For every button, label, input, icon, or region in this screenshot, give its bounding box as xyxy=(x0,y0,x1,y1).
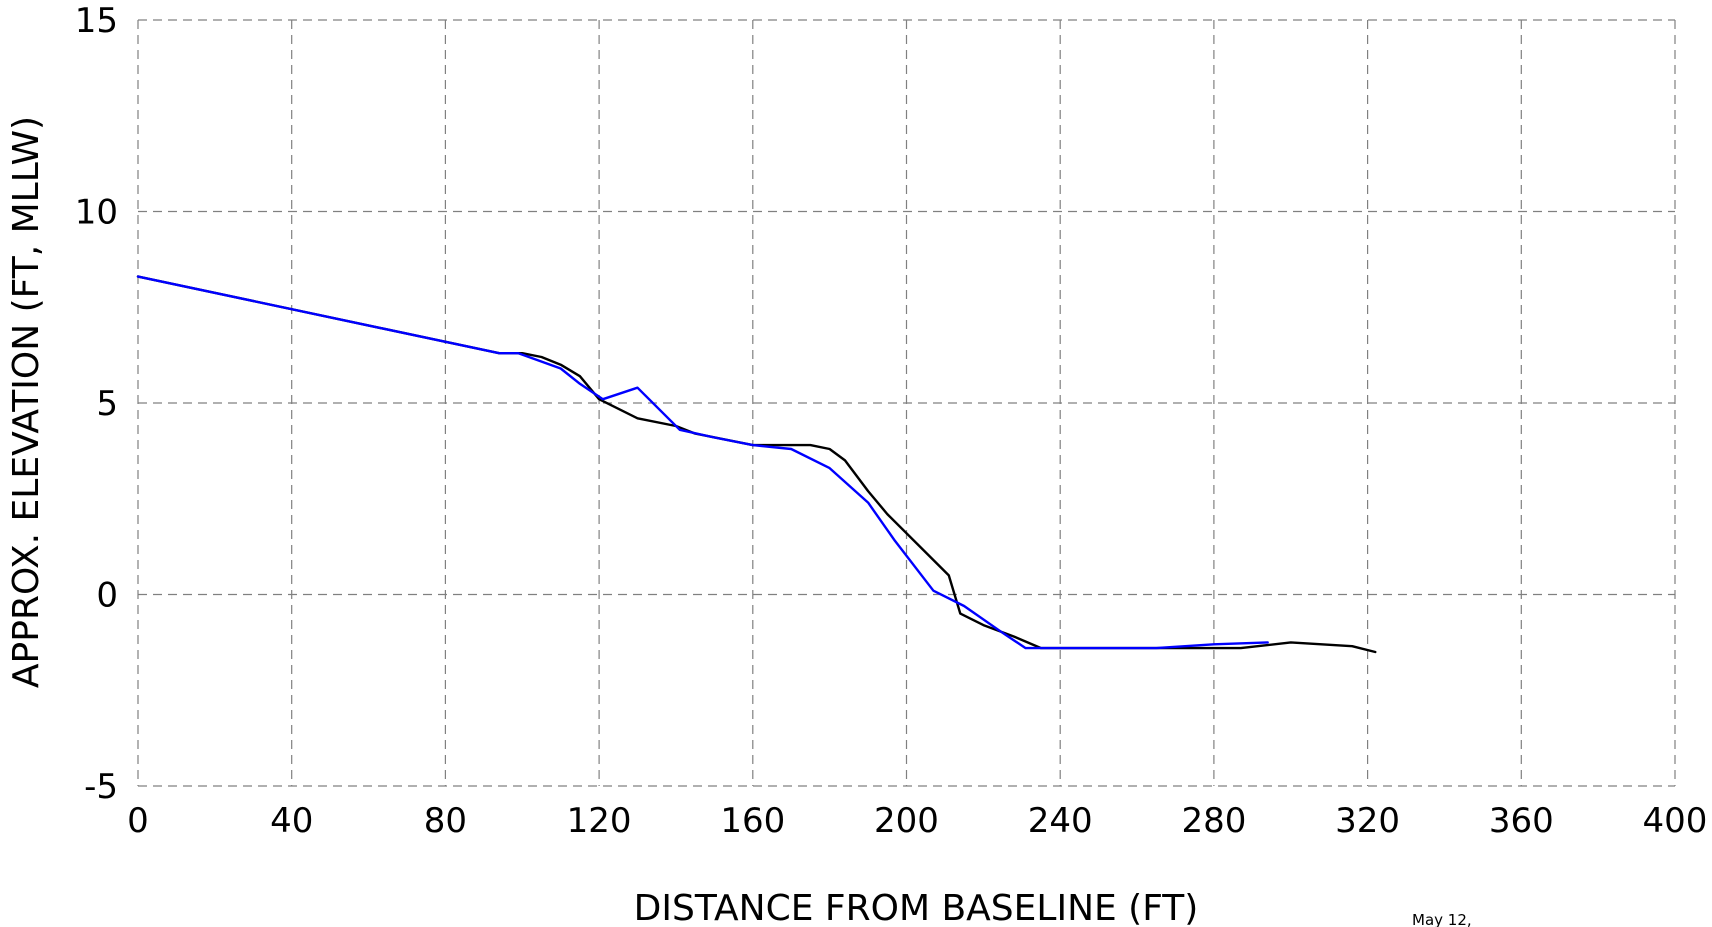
series-layer xyxy=(136,275,1377,654)
x-tick-label: 320 xyxy=(1335,801,1400,841)
x-tick-label: 280 xyxy=(1181,801,1246,841)
x-tick-label: 160 xyxy=(720,801,785,841)
x-tick-label: 240 xyxy=(1028,801,1093,841)
y-tick-label: -5 xyxy=(84,767,118,807)
x-tick-label: 40 xyxy=(270,801,313,841)
x-tick-label: 80 xyxy=(424,801,467,841)
x-axis-ticks: 0 40 80 120 160 200 240 280 320 360 400 xyxy=(127,801,1707,841)
series-line-2 xyxy=(136,275,1269,650)
x-tick-label: 360 xyxy=(1489,801,1554,841)
date-annotation: May 12, xyxy=(1412,911,1472,927)
x-tick-label: 0 xyxy=(127,801,149,841)
y-tick-label: 5 xyxy=(96,384,118,424)
x-tick-label: 200 xyxy=(874,801,939,841)
x-tick-label: 120 xyxy=(567,801,632,841)
x-axis-title: DISTANCE FROM BASELINE (FT) xyxy=(634,888,1199,927)
y-tick-label: 15 xyxy=(75,1,118,41)
y-axis-title: APPROX. ELEVATION (FT, MLLW) xyxy=(6,116,47,688)
y-axis-ticks: -5 0 5 10 15 xyxy=(75,1,118,807)
y-tick-label: 10 xyxy=(75,193,118,233)
y-tick-label: 0 xyxy=(96,576,118,616)
grid xyxy=(137,19,1676,787)
series-line-1 xyxy=(136,275,1377,654)
x-tick-label: 400 xyxy=(1643,801,1708,841)
